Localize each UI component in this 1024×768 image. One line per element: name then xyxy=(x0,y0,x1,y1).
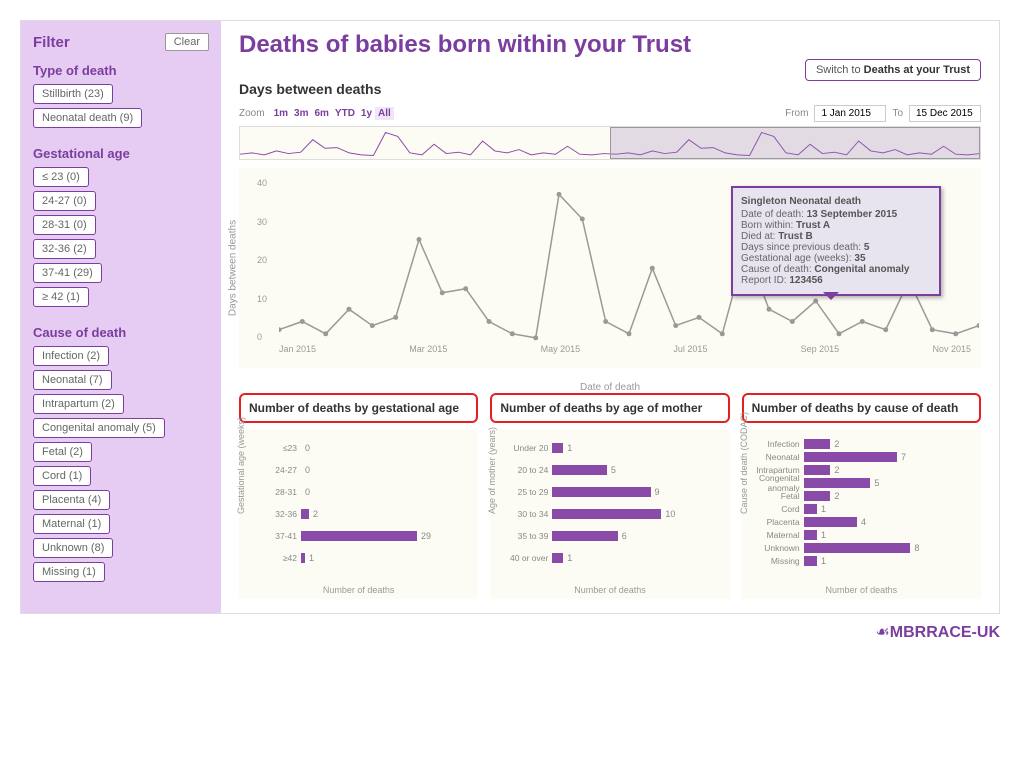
to-label: To xyxy=(892,108,903,119)
small-bar-chart[interactable]: Gestational age (weeks)≤23024-27028-3103… xyxy=(239,429,478,599)
from-date-input[interactable] xyxy=(814,105,886,122)
x-axis-label: Date of death xyxy=(239,382,981,393)
navigator-chart[interactable] xyxy=(239,126,981,160)
bar-row: 30 to 3410 xyxy=(552,503,723,525)
filter-pill[interactable]: ≥ 42 (1) xyxy=(33,287,89,307)
filter-pill[interactable]: Congenital anomaly (5) xyxy=(33,418,165,438)
small-chart-title: Number of deaths by gestational age xyxy=(239,393,478,423)
filter-pill[interactable]: Unknown (8) xyxy=(33,538,113,558)
bar-row: Under 201 xyxy=(552,437,723,459)
dashboard: Filter Clear Type of death Stillbirth (23… xyxy=(20,20,1000,614)
filter-pill[interactable]: Cord (1) xyxy=(33,466,91,486)
bar-row: ≤230 xyxy=(301,437,472,459)
small-chart-title: Number of deaths by age of mother xyxy=(490,393,729,423)
bar-row: 24-270 xyxy=(301,459,472,481)
logo: ☙MBRRACE-UK xyxy=(20,622,1000,642)
section-title: Days between deaths xyxy=(239,81,981,97)
filter-section-title: Type of death xyxy=(33,63,209,78)
clear-button[interactable]: Clear xyxy=(165,33,209,51)
filter-pill[interactable]: Intrapartum (2) xyxy=(33,394,124,414)
bar-row: 40 or over1 xyxy=(552,547,723,569)
switch-view-button[interactable]: Switch to Deaths at your Trust xyxy=(805,59,981,81)
filter-pill[interactable]: 24-27 (0) xyxy=(33,191,96,211)
bar-row: ≥421 xyxy=(301,547,472,569)
main-panel: Deaths of babies born within your Trust … xyxy=(221,21,999,613)
small-bar-chart[interactable]: Cause of death (CODAC)Infection2Neonatal… xyxy=(742,429,981,599)
filter-pill[interactable]: Infection (2) xyxy=(33,346,109,366)
bar-row: Congenital anomaly5 xyxy=(804,476,975,489)
filter-pill[interactable]: Neonatal death (9) xyxy=(33,108,142,128)
bar-row: Maternal1 xyxy=(804,528,975,541)
bar-row: 35 to 396 xyxy=(552,525,723,547)
y-axis-label: Days between deaths xyxy=(228,220,239,316)
small-bar-chart[interactable]: Age of mother (years)Under 20120 to 2452… xyxy=(490,429,729,599)
main-line-chart[interactable]: Days between deaths 010203040 Jan 2015Ma… xyxy=(239,168,981,368)
small-chart-title: Number of deaths by cause of death xyxy=(742,393,981,423)
bar-row: Neonatal7 xyxy=(804,450,975,463)
zoom-option[interactable]: 1y xyxy=(358,107,375,120)
filter-pill[interactable]: 32-36 (2) xyxy=(33,239,96,259)
zoom-option[interactable]: 3m xyxy=(291,107,311,120)
bar-row: 25 to 299 xyxy=(552,481,723,503)
tooltip-title: Singleton Neonatal death xyxy=(741,196,931,207)
filter-section-title: Cause of death xyxy=(33,325,209,340)
to-date-input[interactable] xyxy=(909,105,981,122)
filter-pill[interactable]: Placenta (4) xyxy=(33,490,110,510)
zoom-option[interactable]: All xyxy=(375,107,394,120)
bar-row: Cord1 xyxy=(804,502,975,515)
filter-title: Filter xyxy=(33,34,70,51)
filter-section-title: Gestational age xyxy=(33,146,209,161)
bar-row: Intrapartum2 xyxy=(804,463,975,476)
bar-row: 20 to 245 xyxy=(552,459,723,481)
bar-row: Infection2 xyxy=(804,437,975,450)
filter-pill[interactable]: 37-41 (29) xyxy=(33,263,102,283)
navigator-selection[interactable] xyxy=(610,127,980,159)
bar-row: 37-4129 xyxy=(301,525,472,547)
filter-pill[interactable]: 28-31 (0) xyxy=(33,215,96,235)
bar-row: Placenta4 xyxy=(804,515,975,528)
from-label: From xyxy=(785,108,808,119)
zoom-option[interactable]: 6m xyxy=(311,107,331,120)
filter-sidebar: Filter Clear Type of death Stillbirth (23… xyxy=(21,21,221,613)
bar-row: Unknown8 xyxy=(804,541,975,554)
filter-pill[interactable]: ≤ 23 (0) xyxy=(33,167,89,187)
filter-pill[interactable]: Neonatal (7) xyxy=(33,370,112,390)
zoom-bar: Zoom 1m3m6mYTD1yAll From To xyxy=(239,105,981,122)
filter-pill[interactable]: Maternal (1) xyxy=(33,514,110,534)
filter-pill[interactable]: Fetal (2) xyxy=(33,442,92,462)
bar-row: 32-362 xyxy=(301,503,472,525)
bar-row: 28-310 xyxy=(301,481,472,503)
zoom-option[interactable]: 1m xyxy=(271,107,291,120)
filter-pill[interactable]: Stillbirth (23) xyxy=(33,84,113,104)
chart-tooltip: Singleton Neonatal death Date of death: … xyxy=(731,186,941,296)
bar-row: Fetal2 xyxy=(804,489,975,502)
zoom-option[interactable]: YTD xyxy=(332,107,358,120)
bar-row: Missing1 xyxy=(804,554,975,567)
zoom-label: Zoom xyxy=(239,108,265,119)
filter-pill[interactable]: Missing (1) xyxy=(33,562,105,582)
page-title: Deaths of babies born within your Trust xyxy=(239,31,691,58)
